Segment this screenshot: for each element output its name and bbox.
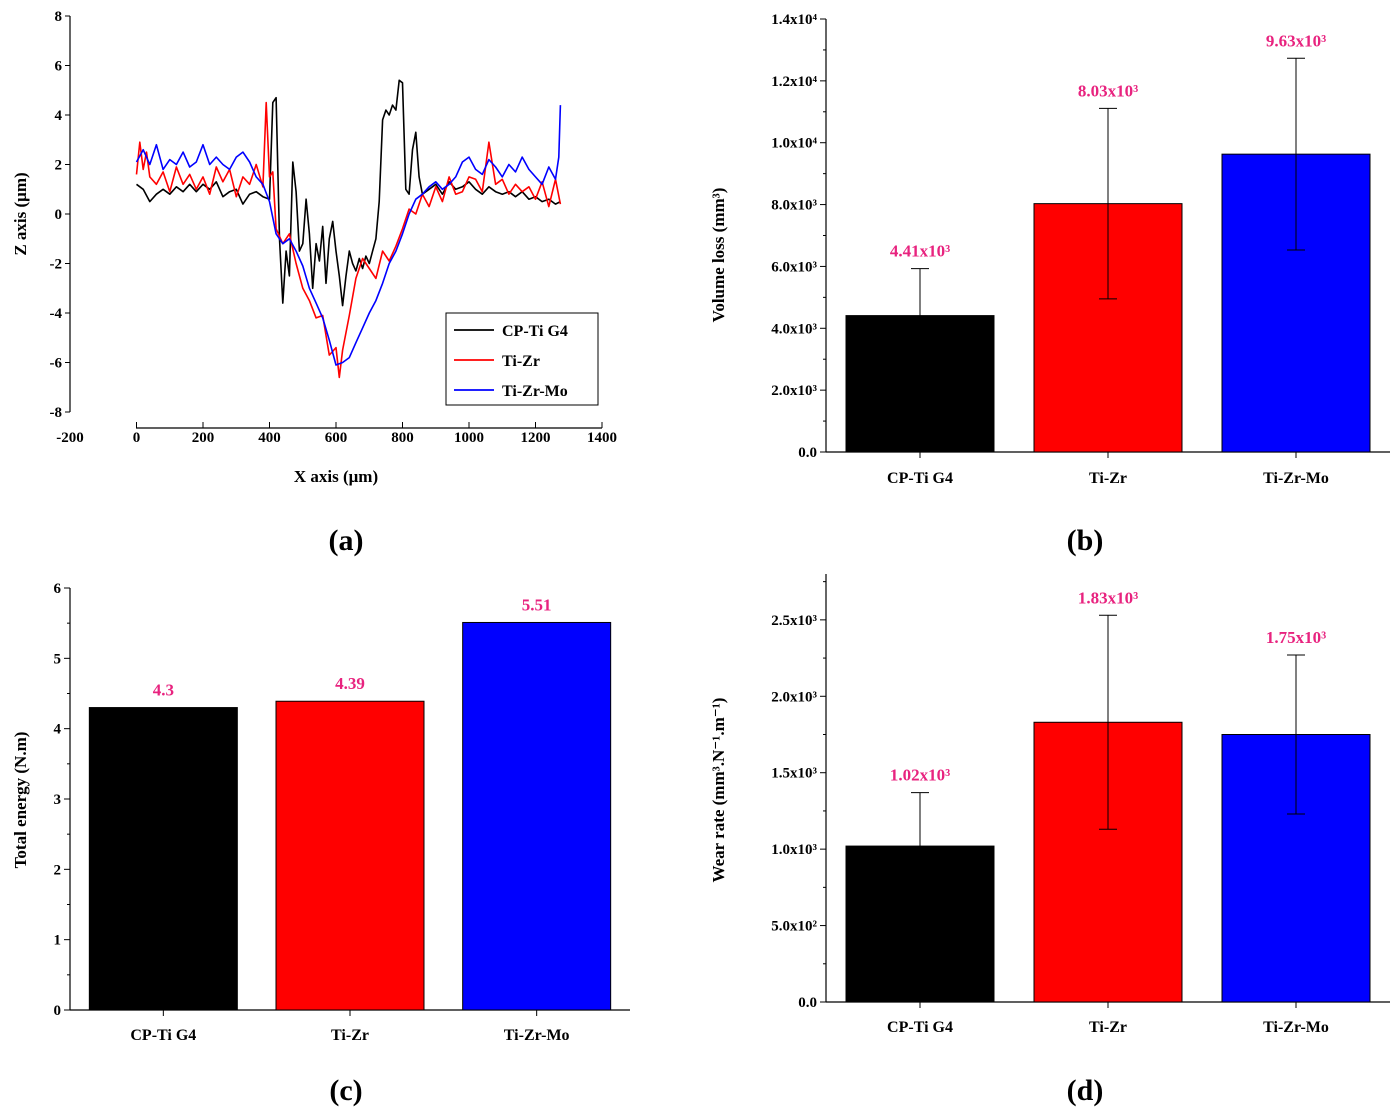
chart-c-data-label-3: 5.51 bbox=[522, 595, 552, 614]
chart-c-y-tick-label: 6 bbox=[54, 581, 62, 597]
chart-a-x-tick-label: -200 bbox=[56, 430, 84, 446]
chart-b-ylabel: Volume loss (mm³) bbox=[709, 188, 728, 323]
chart-b-y-tick-label: 1.4x10⁴ bbox=[771, 12, 817, 28]
chart-a-y-tick-label: 4 bbox=[55, 108, 63, 124]
chart-b-y-tick-label: 4.0x10³ bbox=[771, 321, 817, 337]
chart-c-y-tick-label: 1 bbox=[54, 933, 62, 949]
chart-c-category-label-3: Ti-Zr-Mo bbox=[504, 1027, 570, 1044]
chart-a-y-tick-label: -6 bbox=[50, 356, 63, 372]
chart-a-y-tick-label: -4 bbox=[50, 306, 63, 322]
chart-a-xlabel: X axis (μm) bbox=[294, 467, 378, 486]
panel-label-d: (d) bbox=[1067, 1074, 1104, 1107]
chart-b-y-tick-label: 0.0 bbox=[798, 445, 817, 461]
chart-a-legend-label-1: CP-Ti G4 bbox=[502, 323, 568, 340]
chart-a-y-tick-label: 2 bbox=[55, 158, 63, 174]
chart-b-category-label-1: CP-Ti G4 bbox=[887, 470, 953, 487]
chart-d-data-label-2: 1.83x10³ bbox=[1078, 588, 1138, 607]
chart-b-y-tick-label: 2.0x10³ bbox=[771, 383, 817, 399]
chart-b-category-label-3: Ti-Zr-Mo bbox=[1263, 470, 1329, 487]
chart-d-category-label-3: Ti-Zr-Mo bbox=[1263, 1019, 1329, 1036]
chart-b-data-label-2: 8.03x10³ bbox=[1078, 81, 1138, 100]
chart-c-y-tick-label: 4 bbox=[54, 722, 62, 738]
chart-a-y-tick-label: 6 bbox=[55, 59, 63, 75]
panel-label-a: (a) bbox=[329, 524, 364, 557]
chart-c-category-label-1: CP-Ti G4 bbox=[130, 1027, 196, 1044]
chart-a-x-tick-label: 600 bbox=[325, 430, 348, 446]
chart-a-x-tick-label: 800 bbox=[391, 430, 414, 446]
panel-label-c: (c) bbox=[329, 1074, 362, 1107]
chart-b-y-tick-label: 1.0x10⁴ bbox=[771, 136, 817, 152]
chart-a-y-tick-label: 0 bbox=[55, 207, 63, 223]
chart-b-y-tick-label: 6.0x10³ bbox=[771, 259, 817, 275]
chart-d-data-label-1: 1.02x10³ bbox=[890, 766, 950, 785]
chart-c-bar-2 bbox=[275, 700, 425, 1011]
chart-a-legend: CP-Ti G4 Ti-Zr Ti-Zr-Mo bbox=[445, 312, 599, 406]
chart-c-data-label-2: 4.39 bbox=[335, 674, 365, 693]
chart-a-ylabel: Z axis (μm) bbox=[11, 172, 30, 255]
panel-label-b: (b) bbox=[1067, 524, 1104, 557]
chart-d-y-tick-label: 1.0x10³ bbox=[771, 842, 817, 858]
chart-b-data-label-1: 4.41x10³ bbox=[890, 242, 950, 261]
chart-d-y-tick-label: 0.0 bbox=[798, 995, 817, 1011]
chart-a-x-tick-label: 1400 bbox=[587, 430, 617, 446]
chart-c-data-label-1: 4.3 bbox=[153, 681, 174, 700]
chart-d: 0.0 5.0x10² 1.0x10³ 1.5x10³ 2.0x10³ 2.5x10³ CP… bbox=[709, 574, 1390, 1107]
chart-b-category-label-2: Ti-Zr bbox=[1089, 470, 1127, 487]
chart-c-y-tick-label: 0 bbox=[54, 1003, 62, 1019]
chart-d-y-tick-label: 5.0x10² bbox=[771, 919, 817, 935]
chart-a-x-tick-label: 1200 bbox=[521, 430, 551, 446]
chart-c-ylabel: Total energy (N.m) bbox=[11, 732, 30, 869]
chart-c-y-tick-label: 5 bbox=[54, 651, 62, 667]
chart-b-y-tick-label: 1.2x10⁴ bbox=[771, 74, 817, 90]
chart-c-y-tick-label: 2 bbox=[54, 862, 62, 878]
chart-d-y-tick-label: 1.5x10³ bbox=[771, 766, 817, 782]
chart-c-bar-3 bbox=[462, 621, 612, 1011]
chart-a-y-tick-label: -8 bbox=[50, 405, 63, 421]
chart-a-x-tick-label: 1000 bbox=[454, 430, 484, 446]
chart-a-legend-label-3: Ti-Zr-Mo bbox=[502, 383, 568, 400]
chart-a-x-tick-label: 400 bbox=[258, 430, 281, 446]
chart-d-y-tick-label: 2.5x10³ bbox=[771, 613, 817, 629]
chart-b-y-tick-label: 8.0x10³ bbox=[771, 198, 817, 214]
chart-c-y-tick-label: 3 bbox=[54, 792, 62, 808]
chart-d-category-label-1: CP-Ti G4 bbox=[887, 1019, 953, 1036]
chart-b-data-label-3: 9.63x10³ bbox=[1266, 31, 1326, 50]
chart-d-category-label-2: Ti-Zr bbox=[1089, 1019, 1127, 1036]
chart-a-legend-label-2: Ti-Zr bbox=[502, 353, 540, 370]
chart-a-x-tick-label: 200 bbox=[192, 430, 215, 446]
chart-a-y-tick-label: 8 bbox=[55, 9, 63, 25]
chart-a-series-line-1 bbox=[136, 79, 561, 307]
chart-b: 0.0 2.0x10³ 4.0x10³ 6.0x10³ 8.0x10³ 1.0x10⁴ 1.… bbox=[709, 12, 1390, 557]
chart-d-ylabel: Wear rate (mm³.N⁻¹.m⁻¹) bbox=[709, 698, 728, 883]
chart-c-category-label-2: Ti-Zr bbox=[331, 1027, 369, 1044]
chart-d-data-label-3: 1.75x10³ bbox=[1266, 628, 1326, 647]
chart-c-bar-1 bbox=[88, 707, 238, 1011]
chart-a-y-tick-label: -2 bbox=[50, 257, 63, 273]
chart-a-series-line-3 bbox=[135, 105, 562, 366]
chart-d-y-tick-label: 2.0x10³ bbox=[771, 689, 817, 705]
chart-a-x-tick-label: 0 bbox=[133, 430, 141, 446]
chart-a: -8 -6 -4 -2 0 2 4 6 8 -200 0 200 400 600 800 1000 1200 14… bbox=[11, 9, 617, 557]
